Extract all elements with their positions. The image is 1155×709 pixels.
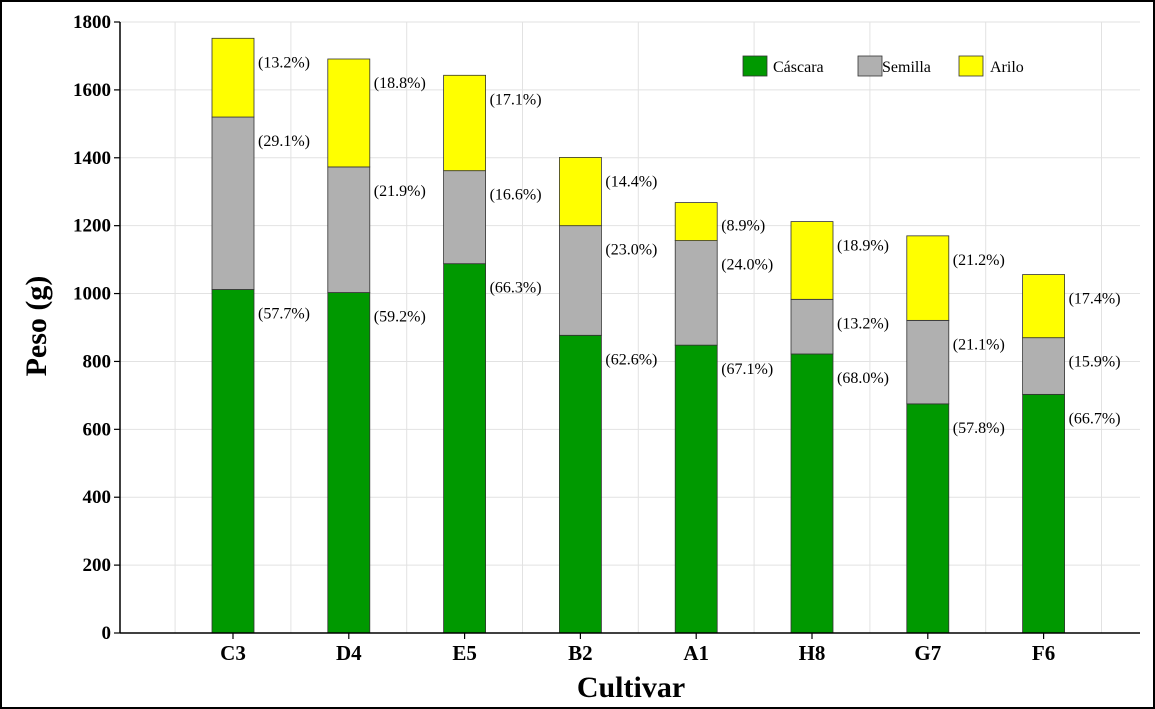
percent-label: (67.1%): [721, 361, 773, 378]
bar-segment-f6-cascara: [1022, 393, 1065, 634]
y-tick-label: 600: [83, 419, 112, 440]
percent-label: (8.9%): [721, 217, 765, 234]
bar-segment-e5-arilo: [443, 74, 487, 172]
legend-swatch: [857, 55, 883, 77]
bar-segment-h8-arilo: [790, 221, 834, 300]
y-tick-label: 800: [83, 351, 112, 372]
x-tick-label: A1: [683, 641, 709, 665]
bar-segment-f6-arilo: [1022, 274, 1065, 339]
gridlines: [120, 21, 1140, 634]
percent-label: (15.9%): [1069, 354, 1121, 371]
y-tick-label: 1400: [73, 148, 111, 169]
percent-label: (57.8%): [953, 420, 1005, 437]
bar-segment-g7-cascara: [906, 403, 950, 634]
bar-segment-g7-semilla: [906, 319, 950, 405]
x-tick-label: E5: [452, 641, 477, 665]
bar-segment-a1-arilo: [674, 202, 718, 242]
y-tick-label: 1000: [73, 284, 111, 305]
axes: [119, 22, 1140, 634]
bar-segment-e5-cascara: [443, 263, 487, 634]
x-tick-labels: C3 D4 E5 B2 A1 H8 G7 F6: [220, 633, 1055, 665]
y-tick-label: 400: [83, 487, 112, 508]
percent-label: (59.2%): [374, 309, 426, 326]
x-tick-label: C3: [220, 641, 246, 665]
percent-label: (18.8%): [374, 75, 426, 92]
bar-segment-d4-semilla: [327, 166, 371, 293]
percent-label: (21.9%): [374, 183, 426, 200]
y-tick-label: 1800: [73, 12, 111, 33]
legend-label: Arilo: [990, 59, 1024, 76]
bar-segment-h8-semilla: [790, 298, 834, 355]
legend-label: Semilla: [882, 59, 931, 76]
x-tick-label: D4: [336, 641, 362, 665]
percent-label: (13.2%): [258, 54, 310, 71]
percent-label: (17.4%): [1069, 291, 1121, 308]
bars: [211, 37, 1065, 634]
percent-label: (14.4%): [605, 173, 657, 190]
percent-label: (24.0%): [721, 257, 773, 274]
percent-label: (68.0%): [837, 370, 889, 387]
bar-segment-f6-semilla: [1022, 337, 1065, 395]
bar-segment-e5-semilla: [443, 170, 487, 265]
x-axis-title: Cultivar: [577, 671, 685, 704]
bar-segment-d4-cascara: [327, 292, 371, 634]
percent-label: (21.1%): [953, 336, 1005, 353]
percent-label: (17.1%): [490, 91, 542, 108]
percent-label: (66.7%): [1069, 410, 1121, 427]
y-axis-title: Peso (g): [20, 276, 53, 377]
percent-label: (16.6%): [490, 187, 542, 204]
percentage-labels: (57.7%) (29.1%) (13.2%) (59.2%) (21.9%) (18.8…: [258, 54, 1121, 437]
bar-segment-c3-cascara: [211, 289, 255, 634]
legend: Cáscara Semilla Arilo: [742, 55, 1024, 77]
percent-label: (57.7%): [258, 305, 310, 322]
percent-label: (62.6%): [605, 351, 657, 368]
bar-segment-b2-arilo: [559, 157, 602, 227]
percent-label: (29.1%): [258, 133, 310, 150]
percent-label: (18.9%): [837, 238, 889, 255]
percent-label: (21.2%): [953, 252, 1005, 269]
legend-swatch: [958, 55, 984, 77]
y-tick-labels: 0 200 400 600 800 1000 1200 1400 1600 1800: [73, 12, 120, 644]
y-tick-label: 1600: [73, 80, 111, 101]
x-tick-label: B2: [568, 641, 593, 665]
y-tick-label: 200: [83, 555, 112, 576]
bar-segment-a1-cascara: [674, 344, 718, 634]
bar-segment-d4-arilo: [327, 58, 371, 168]
bar-segment-h8-cascara: [790, 353, 834, 634]
x-tick-label: H8: [799, 641, 826, 665]
bar-segment-g7-arilo: [906, 235, 950, 321]
y-tick-label: 0: [102, 623, 112, 644]
legend-label: Cáscara: [773, 59, 824, 76]
percent-label: (13.2%): [837, 315, 889, 332]
legend-swatch: [742, 55, 768, 77]
bar-segment-b2-cascara: [559, 334, 602, 634]
x-tick-label: G7: [914, 641, 941, 665]
bar-segment-a1-semilla: [674, 240, 718, 346]
bar-segment-c3-semilla: [211, 116, 255, 290]
bar-segment-b2-semilla: [559, 225, 602, 336]
y-tick-label: 1200: [73, 216, 111, 237]
percent-label: (23.0%): [605, 242, 657, 259]
bar-segment-c3-arilo: [211, 37, 255, 118]
percent-label: (66.3%): [490, 280, 542, 297]
x-tick-label: F6: [1032, 641, 1055, 665]
